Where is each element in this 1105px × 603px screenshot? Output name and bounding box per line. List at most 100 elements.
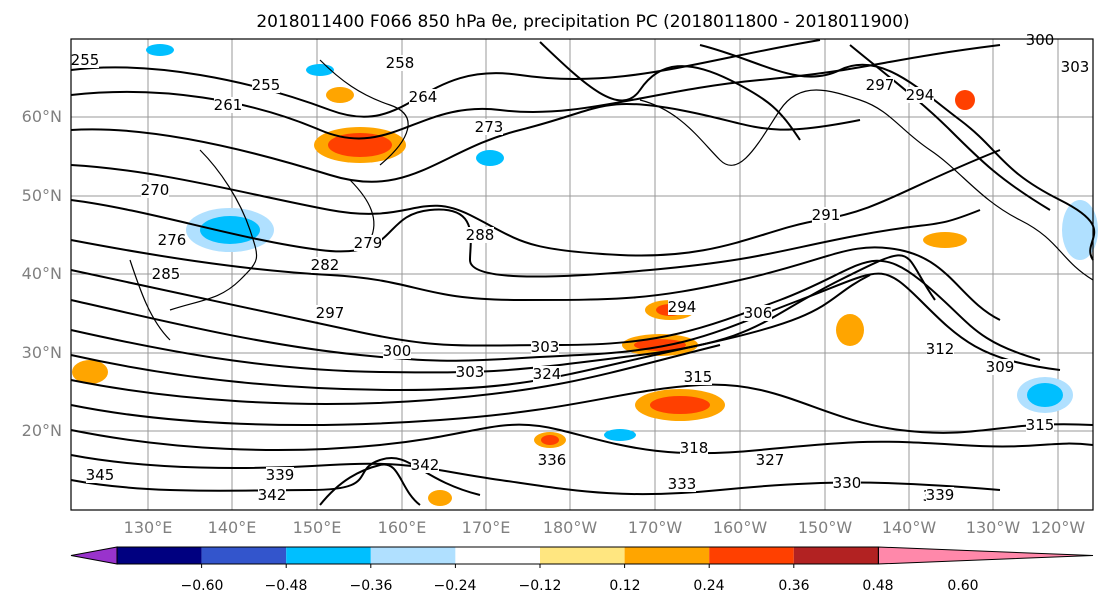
colorbar-swatch: [709, 547, 794, 564]
contour-label-bg: [252, 77, 280, 93]
contour-label-bg: [311, 257, 339, 273]
graticule: [71, 39, 1093, 510]
contour-label: 270: [141, 181, 170, 199]
contour-label: 315: [684, 368, 713, 386]
contour-label-bg: [386, 55, 414, 71]
contour-label: 324: [533, 365, 562, 383]
contour-label: 303: [1061, 58, 1090, 76]
contour-label: 345: [86, 466, 115, 484]
colorbar-extend-max: [877, 546, 1094, 565]
latitude-labels: 60°N 50°N 40°N 30°N 20°N: [22, 107, 62, 440]
contour-label-bg: [668, 299, 696, 315]
contour-label-bg: [214, 97, 242, 113]
coastline: [169, 149, 258, 311]
theta-e-contour: [70, 254, 936, 374]
theta-e-contour: [70, 102, 861, 183]
colorbar-tick-label: −0.36: [350, 578, 393, 594]
lon-label: 130°E: [124, 518, 173, 537]
theta-e-contour: [319, 463, 421, 506]
contour-label: 336: [538, 451, 567, 469]
contour-label-bg: [383, 343, 411, 359]
contour-label-bg: [409, 89, 437, 105]
longitude-labels: 130°E 140°E 150°E 160°E 170°E 180°W 170°…: [124, 518, 1086, 537]
precip-shade: [146, 44, 174, 56]
colorbar-tick-label: 0.60: [947, 578, 978, 594]
lon-label: 130°W: [966, 518, 1021, 537]
contour-label-bg: [266, 467, 294, 483]
colorbar-extend-min: [70, 546, 118, 565]
contour-label-bg: [158, 232, 186, 248]
contour-label: 279: [354, 234, 383, 252]
contour-label: 309: [986, 358, 1015, 376]
contour-label: 258: [386, 54, 415, 72]
contour-label: 282: [311, 256, 340, 274]
contour-label-bg: [456, 364, 484, 380]
contour-label: 273: [475, 118, 504, 136]
contour-label: 300: [383, 342, 412, 360]
map-border: [70, 38, 1094, 511]
contour-label: 264: [409, 88, 438, 106]
contour-label: 261: [214, 96, 243, 114]
contour-label-bg: [258, 487, 286, 503]
precip-shade: [541, 435, 559, 445]
lon-label: 120°W: [1031, 518, 1086, 537]
contour-label: 294: [906, 86, 935, 104]
contour-label-bg: [152, 266, 180, 282]
contour-label: 255: [71, 51, 100, 69]
colorbar-ticks: −0.60 −0.48 −0.36 −0.24 −0.12 0.12 0.24 …: [181, 578, 979, 594]
precip-shade: [1062, 200, 1098, 260]
contour-label: 339: [266, 466, 295, 484]
contour-label-bg: [533, 366, 561, 382]
lon-label: 180°W: [543, 518, 598, 537]
contour-label: 342: [258, 486, 287, 504]
precip-shade: [836, 314, 864, 346]
colorbar-swatch: [370, 547, 456, 564]
contour-label: 315: [1026, 416, 1055, 434]
precip-shade: [428, 490, 452, 506]
coastline: [349, 179, 375, 241]
lon-label: 150°W: [798, 518, 853, 537]
colorbar-tick-label: 0.12: [609, 578, 640, 594]
contour-label-bg: [1026, 417, 1054, 433]
contour-labels: 255 258 264 261 255 273 270 276 285 282 279 288 291 2…: [71, 31, 1090, 505]
theta-e-contour: [70, 274, 871, 392]
contour-label: 333: [668, 475, 697, 493]
precip-shade: [328, 133, 392, 157]
precip-shade: [650, 396, 710, 414]
colorbar-tick-label: −0.12: [519, 578, 562, 594]
contour-label: 306: [744, 304, 773, 322]
colorbar-swatch: [455, 547, 540, 564]
colorbar-outline: [116, 546, 879, 565]
contour-label-bg: [411, 457, 439, 473]
contour-label: 288: [466, 226, 495, 244]
contour-label-bg: [833, 475, 861, 491]
contour-label-bg: [1026, 32, 1054, 48]
contour-label-bg: [756, 452, 784, 468]
contour-label-bg: [744, 305, 772, 321]
theta-e-contour: [70, 272, 1061, 371]
precip-shade: [955, 90, 975, 110]
contour-label: 327: [756, 451, 785, 469]
colorbar-tick-label: −0.48: [265, 578, 308, 594]
contour-label: 303: [531, 338, 560, 356]
colorbar-swatch: [793, 547, 879, 564]
contour-label: 342: [411, 456, 440, 474]
contour-label-bg: [986, 359, 1014, 375]
contour-label-bg: [906, 87, 934, 103]
contour-label: 285: [152, 265, 181, 283]
theta-e-contour: [70, 383, 1094, 434]
coastline: [129, 259, 171, 341]
precip-shade: [1027, 383, 1063, 407]
contour-label: 276: [158, 231, 187, 249]
lat-label: 40°N: [22, 264, 62, 283]
colorbar-tick-label: 0.24: [693, 578, 724, 594]
contour-label-bg: [475, 119, 503, 135]
colorbar: −0.60 −0.48 −0.36 −0.24 −0.12 0.12 0.24 …: [70, 546, 1094, 594]
lon-label: 170°W: [628, 518, 683, 537]
theta-e-contours: [70, 39, 1096, 506]
colorbar-tick-label: 0.48: [862, 578, 893, 594]
theta-e-contour: [699, 44, 1096, 261]
theta-e-contour: [70, 423, 1094, 455]
contour-label-bg: [668, 476, 696, 492]
theta-e-contour: [539, 41, 801, 141]
